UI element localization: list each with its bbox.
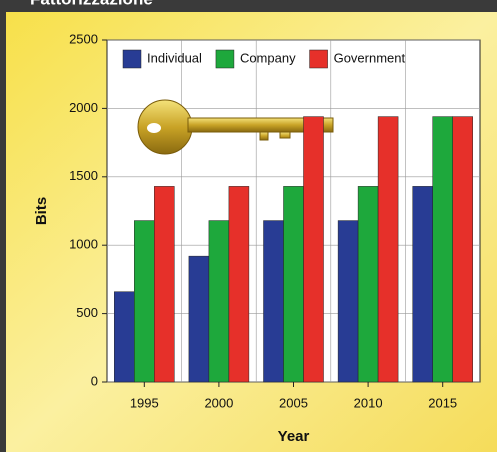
y-tick-label: 500 [76, 305, 98, 320]
legend-swatch [309, 49, 328, 69]
legend-swatch [215, 49, 235, 69]
bar [188, 255, 210, 383]
y-axis-title: Bits [33, 197, 50, 225]
x-tick-label: 2000 [204, 395, 233, 410]
bar [263, 220, 284, 383]
y-tick-label: 2500 [69, 31, 98, 46]
y-tick-label: 1000 [69, 237, 98, 252]
bar [154, 186, 175, 383]
bar [337, 220, 359, 383]
bar [134, 220, 155, 383]
legend-label: Government [334, 50, 406, 65]
bar [303, 116, 324, 383]
bar [412, 186, 433, 383]
y-tick-label: 1500 [69, 168, 98, 183]
x-tick-label: 2015 [428, 395, 457, 410]
bar [283, 186, 304, 383]
title: Fattorizzazione [30, 0, 153, 8]
bar [377, 116, 399, 383]
y-tick-label: 0 [91, 373, 98, 388]
bar [432, 116, 453, 383]
bar [228, 186, 250, 383]
key-image [137, 99, 334, 155]
x-tick-label: 1995 [130, 395, 159, 410]
bar [114, 291, 135, 383]
bar [452, 116, 473, 383]
x-axis-title: Year [278, 428, 310, 445]
bar [208, 220, 230, 383]
x-tick-label: 2010 [354, 395, 383, 410]
y-tick-label: 2000 [69, 100, 98, 115]
legend-label: Individual [147, 50, 202, 65]
legend-swatch [122, 49, 142, 69]
x-tick-label: 2005 [279, 395, 308, 410]
legend-label: Company [240, 50, 296, 65]
bar [357, 186, 379, 383]
